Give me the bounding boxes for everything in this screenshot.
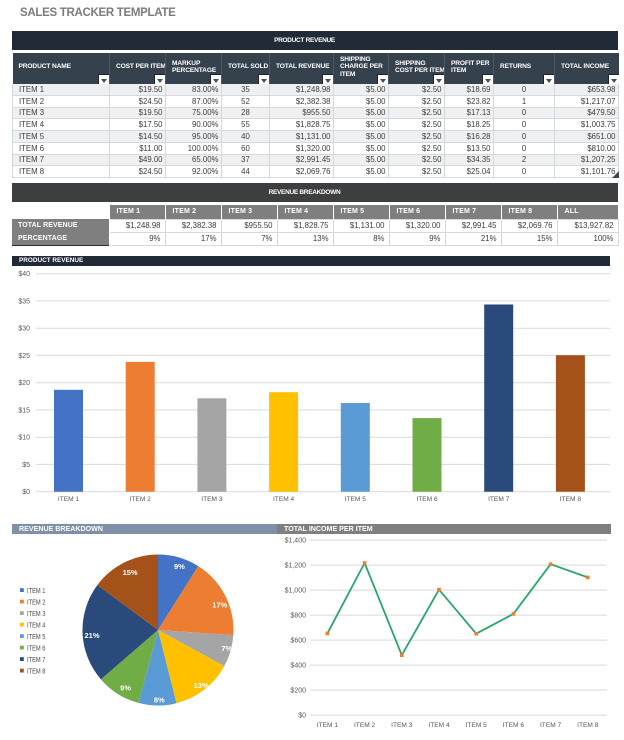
svg-text:$1,200: $1,200 bbox=[285, 563, 307, 570]
svg-text:$0: $0 bbox=[22, 489, 30, 496]
svg-text:ITEM 3: ITEM 3 bbox=[27, 609, 46, 618]
svg-text:$35: $35 bbox=[18, 298, 30, 305]
svg-text:$40: $40 bbox=[18, 271, 30, 278]
svg-text:13%: 13% bbox=[193, 681, 208, 690]
svg-text:$1,000: $1,000 bbox=[285, 588, 307, 595]
svg-text:$600: $600 bbox=[290, 638, 306, 645]
svg-text:9%: 9% bbox=[174, 562, 185, 571]
svg-text:15%: 15% bbox=[123, 568, 138, 577]
svg-text:$25: $25 bbox=[18, 353, 30, 360]
svg-text:ITEM 5: ITEM 5 bbox=[466, 722, 488, 729]
svg-text:$0: $0 bbox=[298, 713, 306, 720]
svg-text:21%: 21% bbox=[84, 631, 99, 640]
svg-text:$15: $15 bbox=[18, 407, 30, 414]
svg-text:$30: $30 bbox=[18, 326, 30, 333]
svg-text:ITEM 3: ITEM 3 bbox=[391, 722, 413, 729]
svg-text:ITEM 4: ITEM 4 bbox=[428, 722, 450, 729]
svg-text:ITEM 8: ITEM 8 bbox=[560, 496, 582, 503]
svg-text:9%: 9% bbox=[120, 683, 131, 692]
svg-text:8%: 8% bbox=[154, 695, 165, 704]
svg-text:ITEM 6: ITEM 6 bbox=[503, 722, 525, 729]
svg-text:ITEM 3: ITEM 3 bbox=[201, 496, 223, 503]
svg-text:ITEM 1: ITEM 1 bbox=[27, 586, 46, 595]
svg-text:$800: $800 bbox=[290, 613, 306, 620]
svg-text:7%: 7% bbox=[221, 644, 232, 653]
svg-text:17%: 17% bbox=[212, 600, 227, 609]
svg-text:ITEM 2: ITEM 2 bbox=[27, 597, 46, 606]
svg-text:ITEM 2: ITEM 2 bbox=[354, 722, 376, 729]
svg-text:$1,400: $1,400 bbox=[285, 538, 307, 545]
svg-text:ITEM 4: ITEM 4 bbox=[273, 496, 295, 503]
svg-text:ITEM 7: ITEM 7 bbox=[488, 496, 510, 503]
svg-text:ITEM 5: ITEM 5 bbox=[345, 496, 367, 503]
svg-text:ITEM 7: ITEM 7 bbox=[27, 655, 46, 664]
svg-text:$20: $20 bbox=[18, 380, 30, 387]
svg-text:$400: $400 bbox=[290, 663, 306, 670]
svg-text:ITEM 8: ITEM 8 bbox=[27, 666, 46, 675]
svg-text:ITEM 1: ITEM 1 bbox=[58, 496, 80, 503]
svg-text:ITEM 1: ITEM 1 bbox=[317, 722, 339, 729]
svg-text:ITEM 5: ITEM 5 bbox=[27, 632, 46, 641]
svg-text:ITEM 2: ITEM 2 bbox=[130, 496, 152, 503]
svg-text:ITEM 6: ITEM 6 bbox=[27, 643, 46, 652]
svg-text:$10: $10 bbox=[18, 435, 30, 442]
svg-text:$200: $200 bbox=[290, 688, 306, 695]
svg-text:ITEM 8: ITEM 8 bbox=[577, 722, 599, 729]
svg-text:ITEM 7: ITEM 7 bbox=[540, 722, 562, 729]
svg-text:ITEM 6: ITEM 6 bbox=[416, 496, 438, 503]
svg-text:ITEM 4: ITEM 4 bbox=[27, 620, 46, 629]
svg-text:$5: $5 bbox=[22, 462, 30, 469]
